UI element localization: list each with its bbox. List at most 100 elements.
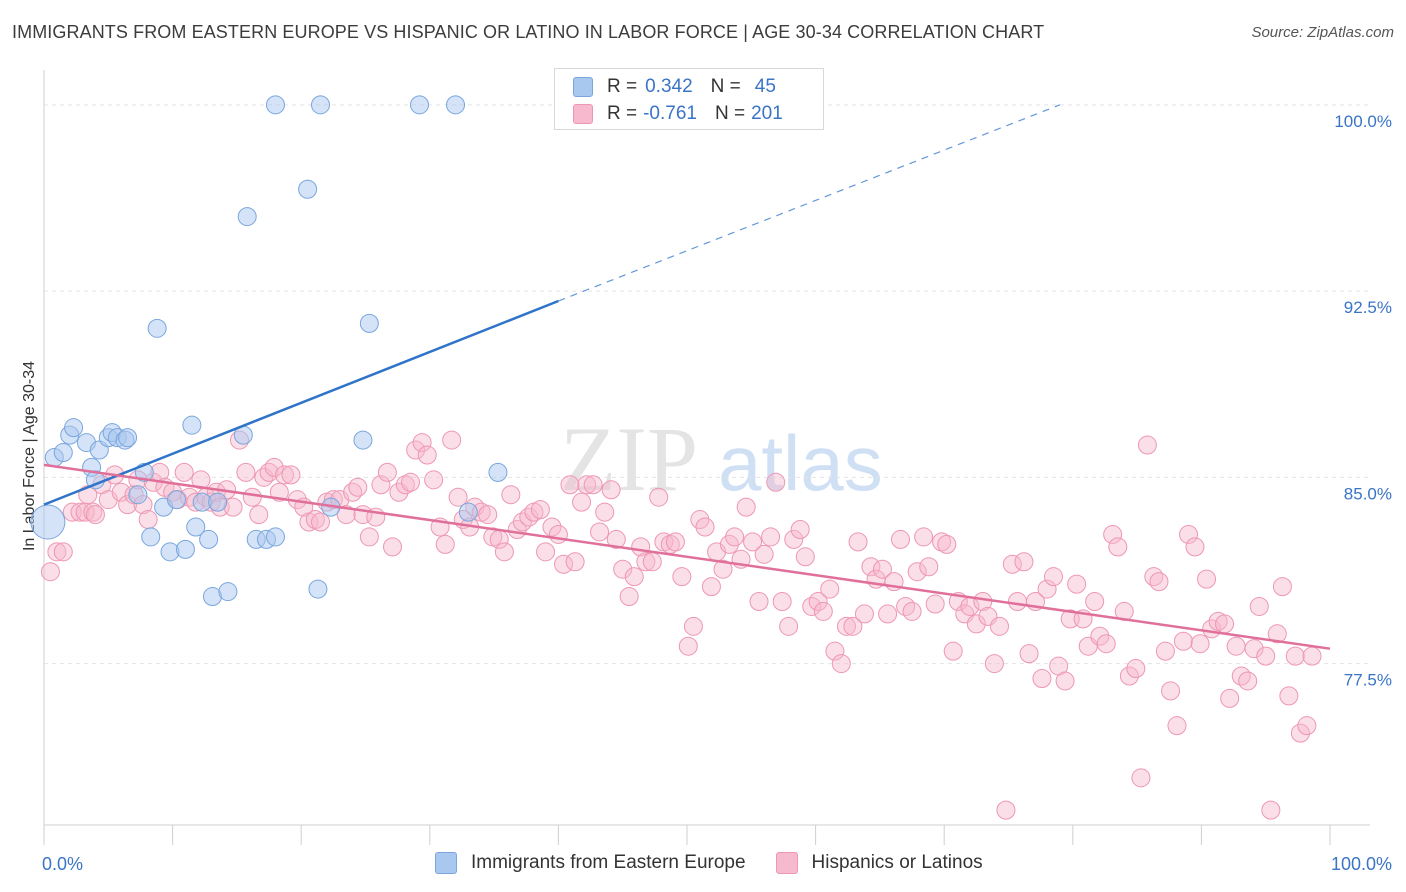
- hispanic-point: [554, 554, 574, 574]
- hispanic-point: [820, 579, 840, 599]
- hispanic-point: [925, 594, 945, 614]
- y-tick-label: 85.0%: [1344, 484, 1392, 503]
- hispanic-point: [40, 562, 60, 582]
- hispanic-point: [808, 592, 828, 611]
- eastern-europe-point: [147, 318, 167, 338]
- hispanic-point: [371, 475, 391, 495]
- hispanic-point: [989, 616, 1009, 636]
- hispanic-point: [336, 505, 356, 525]
- hispanic-point: [943, 641, 963, 661]
- hispanic-point: [478, 505, 498, 525]
- hispanic-point: [53, 542, 73, 562]
- hispanic-point: [1215, 614, 1235, 634]
- eastern-europe-point: [265, 95, 285, 115]
- hispanic-point: [1155, 641, 1175, 661]
- hispanic-point: [47, 542, 67, 562]
- hispanic-point: [619, 587, 639, 607]
- hispanic-point: [1137, 435, 1157, 455]
- hispanic-point: [902, 601, 922, 621]
- eastern-europe-point: [30, 504, 66, 540]
- legend-label: Immigrants from Eastern Europe: [471, 852, 746, 873]
- hispanic-point: [802, 596, 822, 616]
- hispanic-point: [761, 527, 781, 547]
- hispanic-point: [1190, 634, 1210, 654]
- series-legend: Immigrants from Eastern Europe Hispanics…: [435, 852, 1013, 874]
- hispanic-point: [595, 502, 615, 522]
- hispanic-point: [310, 512, 330, 532]
- hispanic-point: [583, 475, 603, 495]
- hispanic-point: [672, 567, 692, 587]
- legend-r-label: R =: [607, 103, 638, 124]
- hispanic-point: [854, 604, 874, 624]
- legend-item-hispanic: Hispanics or Latinos: [775, 852, 983, 874]
- hispanic-point: [236, 462, 256, 482]
- hispanic-point: [274, 465, 294, 485]
- hispanic-point: [1119, 666, 1139, 686]
- hispanic-point: [1149, 572, 1169, 592]
- hispanic-point: [305, 510, 325, 530]
- eastern-europe-point: [488, 462, 508, 482]
- hispanic-point: [825, 641, 845, 661]
- hispanic-point: [359, 527, 379, 547]
- hispanic-point: [412, 433, 432, 453]
- eastern-europe-point: [410, 95, 430, 115]
- eastern-europe-point: [175, 539, 195, 559]
- hispanic-point: [790, 519, 810, 539]
- hispanic-point: [249, 505, 269, 525]
- legend-item-eastern-europe: Immigrants from Eastern Europe: [435, 852, 746, 874]
- eastern-europe-point: [128, 485, 148, 505]
- eastern-europe-point: [118, 428, 138, 448]
- eastern-europe-point: [208, 492, 228, 512]
- hispanic-point: [695, 517, 715, 537]
- legend-label: Hispanics or Latinos: [811, 852, 983, 873]
- hispanic-point: [896, 596, 916, 616]
- hispanic-point: [683, 616, 703, 636]
- hispanic-point: [649, 487, 669, 507]
- hispanic-point: [174, 462, 194, 482]
- eastern-europe-point: [308, 579, 328, 599]
- hispanic-point: [1085, 592, 1105, 611]
- eastern-europe-point: [186, 517, 206, 537]
- x-tick-label-right: 100.0%: [1331, 854, 1392, 874]
- hispanic-point: [1167, 716, 1187, 736]
- hispanic-point: [843, 616, 863, 636]
- hispanic-point: [1220, 688, 1240, 708]
- hispanic-point: [772, 592, 792, 611]
- correlation-legend: R = 0.342 N = 45 R = -0.761 N = 201: [554, 68, 824, 130]
- watermark-atlas: atlas: [718, 419, 883, 507]
- hispanic-point: [448, 487, 468, 507]
- hispanic-point: [624, 567, 644, 587]
- hispanic-point: [417, 445, 437, 465]
- eastern-europe-trendline-extension: [558, 104, 1061, 302]
- hispanic-point: [548, 524, 568, 544]
- hispanic-point: [636, 552, 656, 572]
- hispanic-point: [401, 472, 421, 492]
- hispanic-point: [1231, 666, 1251, 686]
- hispanic-point: [1131, 768, 1151, 788]
- hispanic-point: [932, 532, 952, 552]
- legend-n-value: 201: [751, 103, 783, 124]
- hispanic-point: [725, 527, 745, 547]
- hispanic-point: [1285, 646, 1305, 666]
- legend-swatch-blue: [435, 852, 457, 874]
- legend-n-label: N =: [714, 103, 746, 124]
- hispanic-point: [1267, 624, 1287, 644]
- hispanic-point: [442, 430, 462, 450]
- hispanic-point: [1002, 554, 1022, 574]
- hispanic-point: [577, 475, 597, 495]
- hispanic-point: [264, 457, 284, 477]
- legend-r-value: -0.761: [643, 103, 697, 124]
- hispanic-point: [1179, 524, 1199, 544]
- hispanic-point: [565, 552, 585, 572]
- y-tick-label: 100.0%: [1334, 112, 1392, 131]
- hispanic-point: [1037, 579, 1057, 599]
- hispanic-point: [138, 510, 158, 530]
- hispanic-point: [1014, 552, 1034, 572]
- hispanic-point: [536, 542, 556, 562]
- eastern-europe-trendline: [43, 299, 559, 506]
- eastern-europe-point: [446, 95, 466, 115]
- hispanic-point: [1044, 567, 1064, 587]
- hispanic-point: [501, 485, 521, 505]
- hispanic-point: [937, 534, 957, 554]
